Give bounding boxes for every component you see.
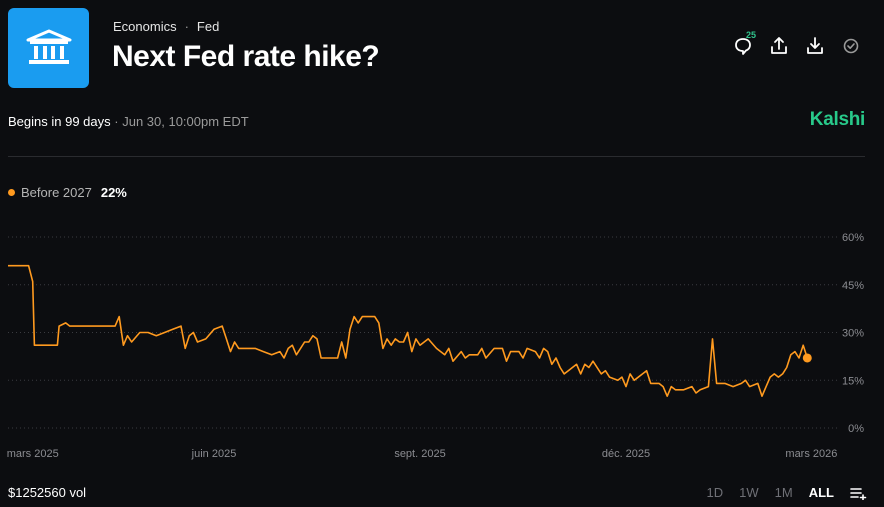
begins-datetime: Jun 30, 10:00pm EDT: [122, 114, 249, 129]
y-tick-label: 60%: [842, 232, 864, 244]
download-icon: [807, 37, 823, 54]
price-chart[interactable]: 60% 45% 30% 15% 0% mars 2025 juin 2025 sept. 20…: [0, 220, 884, 465]
page-title: Next Fed rate hike?: [112, 40, 380, 73]
timing-separator: ·: [114, 114, 119, 129]
market-timing: Begins in 99 days · Jun 30, 10:00pm EDT: [8, 114, 249, 129]
range-selector: 1D 1W 1M ALL: [707, 485, 868, 500]
x-tick-label: juin 2025: [191, 448, 237, 460]
breadcrumb-separator: ·: [184, 19, 189, 34]
watch-button[interactable]: [842, 36, 860, 56]
download-button[interactable]: [806, 36, 824, 56]
range-all[interactable]: ALL: [808, 485, 834, 500]
bank-icon: [26, 29, 71, 64]
share-button[interactable]: [770, 36, 788, 56]
x-tick-label: sept. 2025: [394, 448, 445, 460]
range-1d[interactable]: 1D: [706, 485, 724, 500]
comments-button[interactable]: 25: [734, 30, 756, 56]
comment-icon: [735, 38, 751, 55]
y-tick-label: 15%: [842, 375, 864, 387]
breadcrumb: Economics · Fed: [113, 19, 219, 34]
x-tick-label: déc. 2025: [602, 448, 650, 460]
market-logo: [8, 8, 89, 88]
comment-count-badge: 25: [746, 30, 757, 40]
series-line: [8, 264, 809, 397]
divider: [8, 156, 865, 157]
range-1w[interactable]: 1W: [739, 485, 759, 500]
breadcrumb-category[interactable]: Economics: [113, 19, 177, 34]
chart-legend: Before 2027 22%: [8, 185, 127, 200]
share-icon: [771, 37, 787, 54]
x-tick-label: mars 2026: [785, 448, 837, 460]
action-bar: 25: [734, 30, 860, 56]
series-endpoint: [802, 353, 812, 363]
kalshi-logo[interactable]: Kalshi: [809, 109, 866, 130]
check-circle-icon: [843, 38, 859, 54]
y-tick-label: 0%: [848, 423, 864, 435]
breadcrumb-subcategory[interactable]: Fed: [196, 19, 220, 34]
y-tick-label: 45%: [842, 280, 864, 292]
volume-text: $1252560 vol: [8, 485, 87, 500]
range-1m[interactable]: 1M: [774, 485, 793, 500]
list-add-icon[interactable]: [850, 486, 868, 500]
legend-value: 22%: [100, 185, 127, 200]
y-tick-label: 30%: [842, 328, 864, 340]
x-tick-label: mars 2025: [7, 448, 59, 460]
legend-label: Before 2027: [21, 185, 92, 200]
legend-dot: [8, 189, 15, 196]
begins-text: Begins in 99 days: [8, 114, 111, 129]
